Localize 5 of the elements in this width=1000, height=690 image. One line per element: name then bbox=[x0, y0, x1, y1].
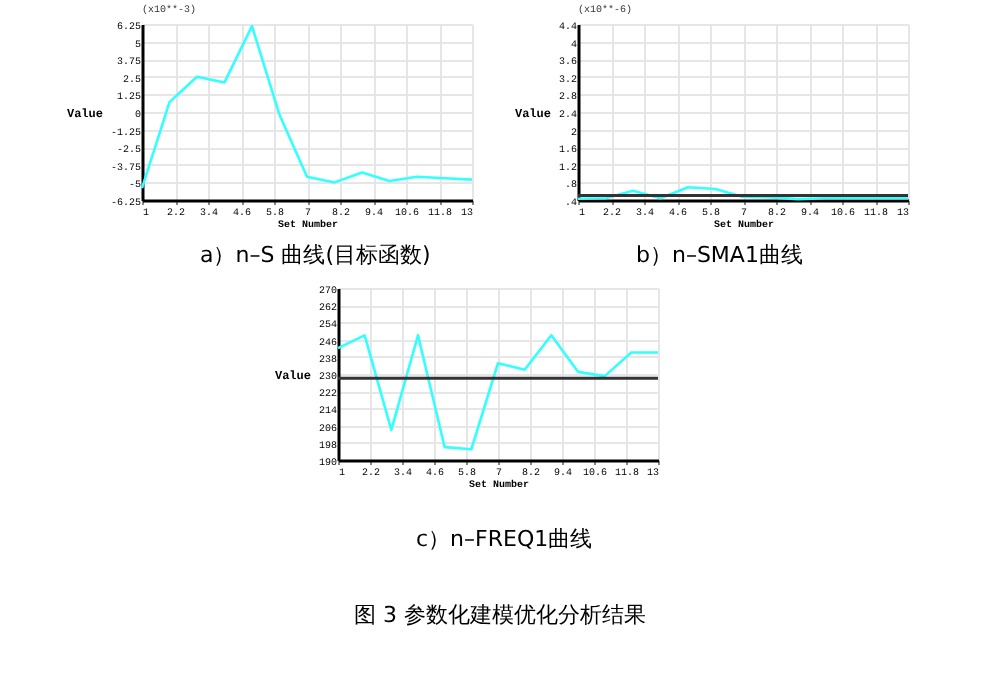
text: c）n–FREQ1曲线 bbox=[416, 524, 593, 554]
text: 图 3 参数化建模优化分析结果 bbox=[352, 600, 648, 630]
text: b）n–SMA1曲线 bbox=[636, 240, 803, 270]
text: a）n–S 曲线(目标函数) bbox=[200, 240, 431, 270]
line-series bbox=[336, 334, 660, 451]
